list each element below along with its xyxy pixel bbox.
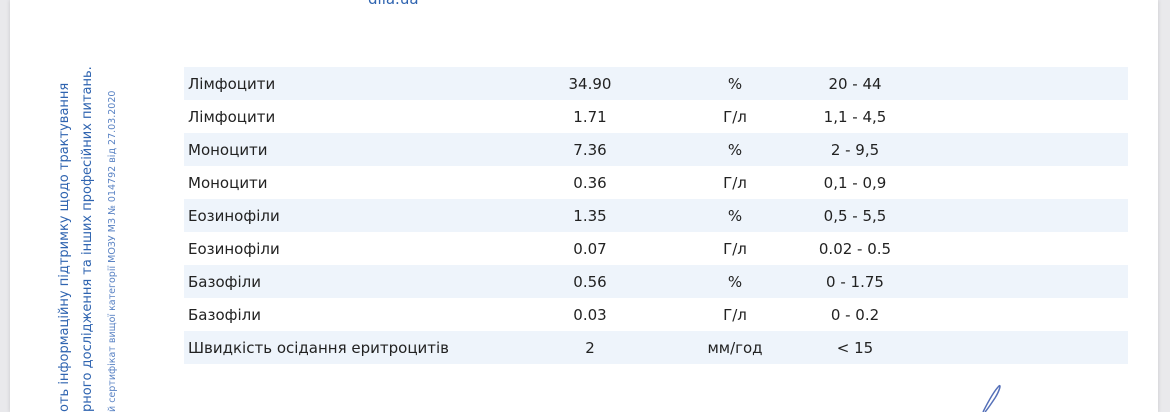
test-name: Моноцити [188,141,268,159]
test-unit: мм/год [707,339,763,357]
test-unit: Г/л [723,240,747,258]
side-note: оть інформаційну підтримку щодо трактува… [57,82,72,412]
test-value: 0.36 [573,174,607,192]
test-unit: Г/л [723,108,747,126]
test-unit: % [727,75,743,93]
test-name: Лімфоцити [188,108,276,126]
logo: dila.ua [368,0,419,8]
test-name: Еозинофіли [188,240,280,258]
reference-range: 0 - 0.2 [830,306,880,324]
reference-range: 1,1 - 4,5 [823,108,887,126]
test-value: 7.36 [573,141,607,159]
test-name: Лімфоцити [188,75,276,93]
table-row: Моноцити 7.36% 2 - 9,5 [184,133,1128,166]
reference-range: 20 - 44 [828,75,882,93]
test-name: Швидкість осідання еритроцитів [188,339,450,357]
table-row: Моноцити 0.36 Г/л 0,1 - 0,9 [184,166,1128,199]
test-name: Базофіли [188,273,261,291]
test-unit: Г/л [723,306,747,324]
test-value: 34.90 [568,75,612,93]
side-note: рного дослідження та інших професійних п… [80,66,95,412]
test-value: 1.35 [573,207,607,225]
test-name: Еозинофіли [188,207,280,225]
test-value: 0.03 [573,306,607,324]
test-value: 0.56 [573,273,607,291]
test-unit: % [727,207,743,225]
test-name: Моноцити [188,174,268,192]
test-value: 1.71 [573,108,607,126]
test-unit: Г/л [723,174,747,192]
table-row: Еозинофіли 1.35% 0,5 - 5,5 [184,199,1128,232]
reference-range: 0,1 - 0,9 [823,174,887,192]
test-name: Базофіли [188,306,261,324]
reference-range: 0,5 - 5,5 [823,207,887,225]
reference-range: 2 - 9,5 [830,141,880,159]
table-row: Швидкість осідання еритроцитів 2 мм/год < 1… [184,331,1128,364]
test-value: 2 [585,339,595,357]
test-unit: % [727,141,743,159]
test-value: 0.07 [573,240,607,258]
table-row: Лімфоцити 1.71 Г/л 1,1 - 4,5 [184,100,1128,133]
signature [982,384,1001,412]
side-note: й сертифікат вищої категорії МОЗУ МЗ № 0… [107,90,118,412]
reference-range: 0 - 1.75 [826,273,884,291]
table-row: Базофіли 0.03 Г/л 0 - 0.2 [184,298,1128,331]
test-unit: % [727,273,743,291]
table-row: Лімфоцити 34.90% 20 - 44 [184,67,1128,100]
reference-range: 0.02 - 0.5 [818,240,892,258]
document-page: dila.ua оть інформаційну підтримку щодо … [10,0,1158,412]
table-row: Еозинофіли 0.07 Г/л 0.02 - 0.5 [184,232,1128,265]
results-table: Лімфоцити 34.90% 20 - 44 Лімфоцити 1.71 Г/л 1,… [184,67,1128,364]
table-row: Базофіли 0.56% 0 - 1.75 [184,265,1128,298]
reference-range: < 15 [836,339,874,357]
